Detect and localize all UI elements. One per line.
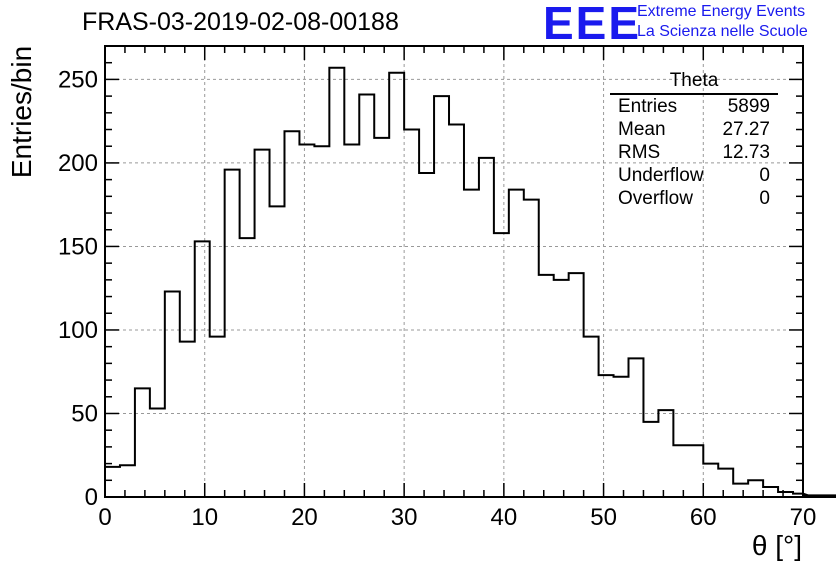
stats-label: Overflow — [618, 188, 693, 209]
stats-label: Entries — [618, 96, 678, 117]
stats-value: 0 — [759, 188, 770, 209]
stats-label: Underflow — [618, 165, 704, 186]
x-tick-label: 10 — [191, 504, 218, 531]
y-tick-label: 150 — [58, 233, 98, 260]
stats-value: 5899 — [727, 96, 770, 117]
x-tick-label: 40 — [491, 504, 518, 531]
stats-row-rms: RMS 12.73 — [610, 141, 778, 164]
stats-row-entries: Entries 5899 — [610, 95, 778, 118]
eee-logo: EEE — [543, 0, 642, 49]
stats-label: Mean — [618, 119, 666, 140]
histogram-series-theta — [105, 66, 836, 498]
y-tick-label: 0 — [85, 484, 98, 511]
y-tick-label: 100 — [58, 317, 98, 344]
x-tick-label: 0 — [98, 504, 111, 531]
grid-lines — [105, 46, 803, 497]
logo-caption: Extreme Energy Events La Scienza nelle S… — [637, 2, 808, 42]
chart-title: FRAS-03-2019-02-08-00188 — [82, 8, 399, 36]
y-tick-label: 200 — [58, 150, 98, 177]
x-tick-label: 50 — [590, 504, 617, 531]
y-axis-label: Entries/bin — [6, 45, 37, 179]
stats-value: 27.27 — [722, 119, 770, 140]
tick-labels: 0 10 20 30 40 50 60 70 0 50 100 150 200 250 — [58, 66, 816, 531]
y-tick-label: 50 — [71, 400, 98, 427]
x-tick-label: 70 — [790, 504, 817, 531]
plot-frame — [104, 45, 804, 498]
stats-box: Theta Entries 5899 Mean 27.27 RMS 12.73 … — [610, 70, 778, 210]
stats-value: 0 — [759, 165, 770, 186]
stats-title: Theta — [610, 70, 778, 95]
stats-value: 12.73 — [722, 142, 770, 163]
x-tick-label: 60 — [690, 504, 717, 531]
x-axis-label: θ [°] — [751, 530, 802, 561]
y-tick-label: 250 — [58, 66, 98, 93]
logo-caption-line1: Extreme Energy Events — [637, 3, 806, 20]
logo-caption-line2: La Scienza nelle Scuole — [637, 23, 808, 40]
stats-label: RMS — [618, 142, 661, 163]
stats-row-underflow: Underflow 0 — [610, 164, 778, 187]
stats-row-mean: Mean 27.27 — [610, 118, 778, 141]
x-tick-label: 30 — [391, 504, 418, 531]
x-tick-label: 20 — [291, 504, 318, 531]
stats-row-overflow: Overflow 0 — [610, 187, 778, 210]
